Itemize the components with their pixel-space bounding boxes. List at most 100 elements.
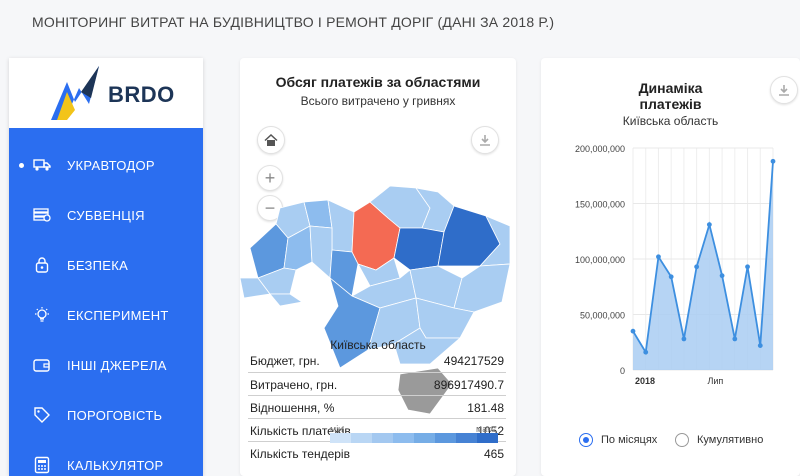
zoom-out-button[interactable]: −	[257, 195, 283, 221]
stats-row: Бюджет, грн. 494217529	[248, 349, 506, 372]
chart-subtitle: Київська область	[622, 114, 719, 128]
region-stats-table: Бюджет, грн. 494217529 Витрачено, грн. 896…	[248, 349, 506, 464]
data-point	[732, 336, 738, 342]
active-indicator	[19, 162, 24, 168]
legend-min-label: мін	[330, 424, 344, 434]
truck-icon	[33, 156, 51, 174]
sidebar-item-eksperyment[interactable]: ЕКСПЕРИМЕНТ	[9, 295, 203, 335]
stats-label: Відношення, %	[250, 401, 335, 415]
lock-icon	[33, 256, 51, 274]
lightbulb-icon	[33, 306, 51, 324]
sidebar-item-porohovist[interactable]: ПОРОГОВІСТЬ	[9, 395, 203, 435]
y-tick-label: 0	[620, 366, 625, 376]
region-crimea	[397, 367, 453, 415]
x-tick-label: 2018	[635, 376, 655, 386]
page-title: МОНІТОРИНГ ВИТРАТ НА БУДІВНИЦТВО І РЕМОН…	[32, 14, 555, 30]
sidebar-item-label: УКРАВТОДОР	[67, 157, 155, 173]
region-cherkasy	[357, 257, 401, 287]
logo[interactable]: BRDO	[9, 58, 203, 128]
stats-region-name: Київська область	[330, 338, 426, 352]
chart-title-line1: Динаміка	[638, 80, 703, 96]
stats-label: Кількість тендерів	[250, 447, 350, 461]
stats-label: Витрачено, грн.	[250, 378, 338, 392]
ukraine-map[interactable]	[240, 178, 516, 438]
sidebar-item-label: СУБВЕНЦІЯ	[67, 207, 145, 223]
plus-icon: +	[264, 167, 276, 188]
radio-monthly-label: По місяцях	[601, 434, 658, 446]
money-stack-icon	[33, 206, 51, 224]
stats-label: Бюджет, грн.	[250, 354, 320, 368]
payments-area-chart[interactable]: 0 50,000,000 100,000,000 150,000,000 200,000…	[541, 138, 800, 398]
data-point	[745, 264, 750, 270]
map-card-subtitle: Всього витрачено у гривнях	[300, 94, 456, 108]
region-kherson	[393, 327, 462, 365]
color-legend	[330, 433, 498, 443]
sidebar-item-label: БЕЗПЕКА	[67, 257, 129, 273]
sidebar-item-inshi-dzherela[interactable]: ІНШІ ДЖЕРЕЛА	[9, 345, 203, 385]
logo-text: BRDO	[108, 82, 175, 107]
radio-cumulative[interactable]: Кумулятивно	[675, 433, 763, 447]
chart-download-button[interactable]	[770, 76, 798, 104]
stats-value: 465	[483, 447, 504, 461]
map-card: Обсяг платежів за областями Всього витра…	[240, 58, 516, 476]
stats-row: Витрачено, грн. 896917490.7	[248, 372, 506, 395]
sidebar-item-label: КАЛЬКУЛЯТОР	[67, 457, 164, 473]
stats-value: 494217529	[443, 354, 504, 368]
data-point	[656, 254, 661, 260]
sidebar-item-subventsiia[interactable]: СУБВЕНЦІЯ	[9, 195, 203, 235]
y-tick-label: 150,000,000	[575, 200, 625, 210]
data-point	[757, 343, 763, 348]
home-icon	[264, 133, 278, 146]
radio-monthly[interactable]: По місяцях	[579, 433, 657, 447]
brdo-logo-icon	[51, 66, 99, 120]
data-point	[630, 328, 636, 334]
data-point	[643, 349, 649, 355]
stats-value: 896917490.7	[433, 378, 504, 392]
series-line	[632, 161, 774, 355]
region-vinnytsia	[329, 249, 359, 297]
stats-row: Відношення, % 181.48	[248, 395, 506, 418]
data-point	[770, 158, 776, 164]
download-icon	[480, 135, 490, 146]
wallet-icon	[33, 356, 51, 374]
legend-max-label: макс	[476, 424, 496, 434]
region-ivano-frankivsk	[257, 267, 297, 295]
data-point	[719, 273, 725, 279]
radio-cumulative-circle[interactable]	[675, 433, 689, 447]
y-tick-label: 200,000,000	[575, 144, 625, 154]
calculator-icon	[33, 456, 51, 474]
region-khmelnytskyi	[309, 225, 333, 279]
radio-cumulative-label: Кумулятивно	[697, 434, 764, 446]
data-point	[668, 274, 674, 280]
stats-row: Кількість тендерів 465	[248, 441, 506, 464]
region-donetsk	[453, 263, 511, 313]
stats-label: Кількість платежів	[250, 424, 351, 438]
radio-monthly-circle[interactable]	[579, 433, 593, 447]
sidebar-item-label: ЕКСПЕРИМЕНТ	[67, 307, 169, 323]
zoom-in-button[interactable]: +	[257, 165, 283, 191]
tag-icon	[33, 406, 51, 424]
chart-card: Динаміка платежів Київська область 0 50,0…	[541, 58, 800, 476]
x-tick-label: Лип	[707, 376, 723, 386]
sidebar-item-label: ПОРОГОВІСТЬ	[67, 407, 163, 423]
home-button[interactable]	[257, 126, 285, 154]
y-tick-label: 100,000,000	[575, 255, 625, 265]
stats-value: 181.48	[467, 401, 504, 415]
download-icon	[779, 85, 789, 96]
region-chernivtsi	[269, 293, 304, 307]
region-poltava	[393, 227, 445, 271]
sidebar-item-label: ІНШІ ДЖЕРЕЛА	[67, 357, 167, 373]
sidebar: BRDO УКРАВТОДОР СУБВЕНЦІЯ БЕЗПЕКА ЕКСПЕР…	[9, 58, 203, 476]
data-point	[706, 222, 712, 227]
chart-title-line2: платежів	[639, 96, 702, 112]
region-odesa	[323, 276, 381, 369]
sidebar-item-ukravtodor[interactable]: УКРАВТОДОР	[9, 145, 203, 185]
sidebar-item-kalkuliator[interactable]: КАЛЬКУЛЯТОР	[9, 445, 203, 476]
region-ternopil	[283, 225, 313, 271]
download-button[interactable]	[471, 126, 499, 154]
y-tick-label: 50,000,000	[580, 311, 625, 321]
sidebar-item-bezpeka[interactable]: БЕЗПЕКА	[9, 245, 203, 285]
map-card-title: Обсяг платежів за областями	[275, 74, 481, 90]
minus-icon: −	[264, 197, 276, 218]
area-fill	[633, 161, 773, 370]
